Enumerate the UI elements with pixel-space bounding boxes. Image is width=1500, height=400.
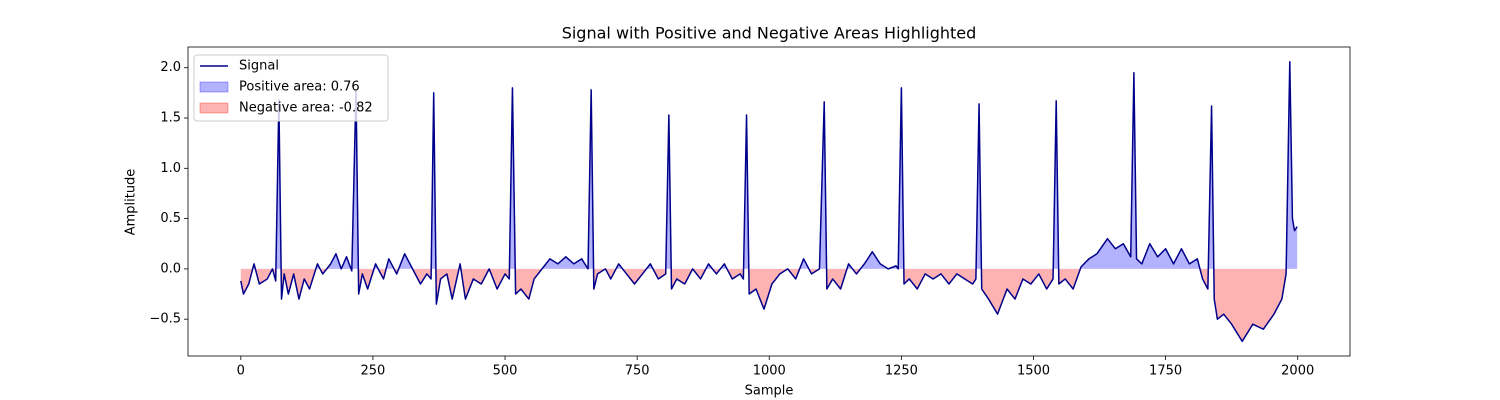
y-tick-label: 0.5 <box>160 211 181 226</box>
area-fill <box>240 268 1298 342</box>
axes-frame <box>187 46 1351 357</box>
x-tick-label: 1750 <box>1149 364 1182 379</box>
legend-patch <box>199 81 229 93</box>
x-tick-label: 250 <box>361 364 386 379</box>
legend-label: Negative area: -0.82 <box>239 101 373 116</box>
x-tick-label: 0 <box>237 364 245 379</box>
signal-line <box>240 60 1298 343</box>
x-tick-label: 1500 <box>1017 364 1050 379</box>
y-tick-label: 1.0 <box>160 161 181 176</box>
legend-patch <box>199 102 229 114</box>
x-tick-label: 2000 <box>1281 364 1314 379</box>
y-tick-label: 2.0 <box>160 60 181 75</box>
x-tick-label: 1250 <box>885 364 918 379</box>
x-tick-label: 1000 <box>753 364 786 379</box>
y-tick-label: −0.5 <box>149 312 181 327</box>
legend-label: Positive area: 0.76 <box>239 80 360 95</box>
legend-label: Signal <box>239 59 279 74</box>
x-axis-label: Sample <box>745 384 794 399</box>
chart-title: Signal with Positive and Negative Areas … <box>562 24 977 43</box>
legend-box <box>193 54 389 122</box>
y-tick-label: 1.5 <box>160 111 181 126</box>
x-tick-label: 750 <box>625 364 650 379</box>
y-axis-label: Amplitude <box>124 169 139 236</box>
y-tick-label: 0.0 <box>160 261 181 276</box>
x-tick-label: 500 <box>493 364 518 379</box>
